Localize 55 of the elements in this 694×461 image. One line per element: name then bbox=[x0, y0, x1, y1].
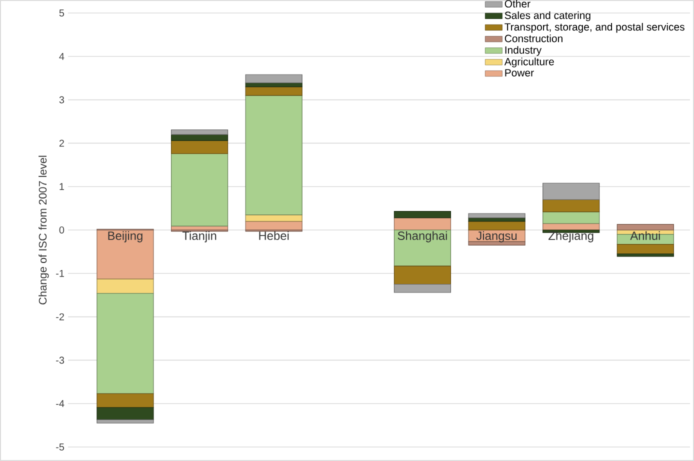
legend-label: Sales and catering bbox=[504, 11, 590, 22]
x-tick-label: Anhui bbox=[630, 231, 660, 240]
bar bbox=[245, 95, 302, 216]
bar bbox=[96, 293, 154, 394]
bar bbox=[394, 266, 452, 285]
bar bbox=[96, 393, 154, 408]
legend-label: Industry bbox=[505, 46, 542, 56]
bar bbox=[245, 74, 302, 84]
bar bbox=[96, 278, 154, 294]
bar bbox=[170, 140, 228, 154]
legend-label: Other bbox=[504, 0, 530, 8]
x-tick-label: Zhejiang bbox=[548, 231, 594, 242]
y-tick-label: 3 bbox=[59, 96, 64, 104]
bar bbox=[542, 182, 600, 200]
y-tick-label: -2 bbox=[56, 313, 64, 320]
legend-label: Construction bbox=[504, 34, 562, 42]
bar bbox=[394, 230, 452, 266]
bar bbox=[616, 224, 674, 230]
x-tick-label: Jiangsu bbox=[476, 231, 517, 242]
x-tick-label: Hebei bbox=[259, 231, 289, 240]
bar bbox=[468, 241, 526, 246]
x-tick-label: Tianjin bbox=[182, 231, 216, 242]
bar bbox=[245, 214, 302, 222]
y-tick-label: -3 bbox=[56, 356, 64, 364]
y-tick-label: 4 bbox=[59, 52, 64, 60]
bar bbox=[394, 218, 452, 230]
y-axis-title: Change of ISC from 2007 level bbox=[38, 156, 49, 304]
y-tick-label: -5 bbox=[56, 444, 64, 450]
x-tick-label: Shanghai bbox=[398, 231, 447, 242]
y-tick-label: -1 bbox=[56, 270, 64, 277]
bar bbox=[96, 419, 154, 424]
y-tick-label: 2 bbox=[59, 140, 64, 147]
legend-label: Transport, storage, and postal services bbox=[504, 22, 684, 33]
bar bbox=[542, 199, 600, 212]
bar bbox=[170, 129, 228, 135]
bar bbox=[170, 153, 228, 226]
legend-label: Agriculture bbox=[504, 58, 554, 68]
bar bbox=[96, 230, 154, 280]
bar bbox=[245, 86, 302, 96]
bar bbox=[542, 211, 600, 224]
bar bbox=[170, 134, 228, 141]
bar bbox=[394, 211, 452, 218]
bar bbox=[542, 230, 600, 233]
bar bbox=[96, 407, 154, 420]
y-tick-label: 0 bbox=[59, 226, 64, 234]
y-tick-label: 5 bbox=[59, 10, 64, 16]
y-tick-label: -4 bbox=[56, 400, 64, 408]
x-tick-label: Beijing bbox=[108, 231, 142, 242]
legend-label: Power bbox=[505, 69, 534, 76]
bar bbox=[468, 213, 526, 218]
bar bbox=[394, 284, 452, 293]
bar bbox=[616, 254, 674, 257]
bar bbox=[616, 244, 674, 254]
y-tick-label: 1 bbox=[60, 183, 64, 190]
bar bbox=[468, 221, 526, 230]
